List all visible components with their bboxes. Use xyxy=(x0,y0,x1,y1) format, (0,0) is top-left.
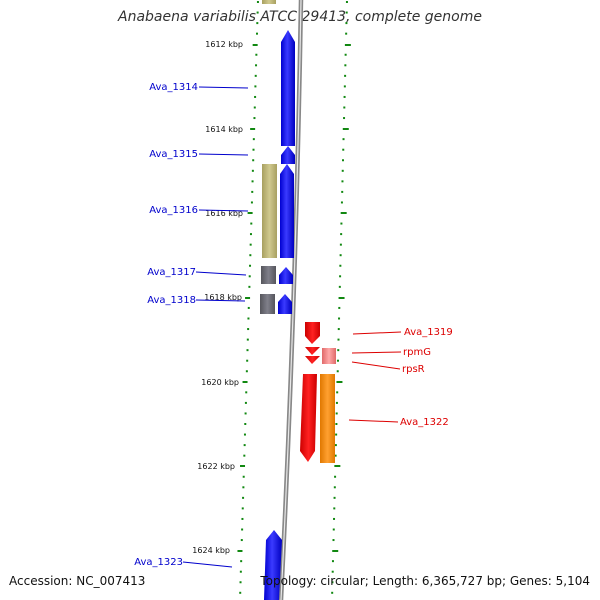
leader-ava-1315 xyxy=(198,153,249,156)
gene-ava-1322-feature[interactable] xyxy=(320,374,335,463)
leader-ava-1323 xyxy=(182,561,233,568)
gene-label-ava-1316[interactable]: Ava_1316 xyxy=(149,205,198,216)
gene-ava-1316-feature[interactable] xyxy=(262,164,277,258)
gene-rpmg-feature[interactable] xyxy=(322,348,336,364)
gene-ava-1315-arrow[interactable] xyxy=(281,146,295,164)
leader-rpmg xyxy=(351,351,402,354)
gene-label-rpsr[interactable]: rpsR xyxy=(402,364,425,375)
gene-label-ava-1318[interactable]: Ava_1318 xyxy=(147,295,196,306)
gene-label-ava-1317[interactable]: Ava_1317 xyxy=(147,267,196,278)
leader-lines xyxy=(182,86,402,568)
kbp-label-1614: 1614 kbp xyxy=(205,125,243,134)
gene-label-ava-1323[interactable]: Ava_1323 xyxy=(134,557,183,568)
kbp-scale: 1612 kbp 1614 kbp 1616 kbp 1618 kbp 1620… xyxy=(192,40,243,555)
leader-ava-1322 xyxy=(348,419,399,423)
gene-label-ava-1319[interactable]: Ava_1319 xyxy=(404,327,453,338)
leader-ava-1318 xyxy=(195,299,246,302)
leader-ava-1317 xyxy=(195,271,247,276)
topology-text: Topology: circular; Length: 6,365,727 bp… xyxy=(260,574,590,588)
kbp-label-1620: 1620 kbp xyxy=(201,378,239,387)
gene-label-ava-1314[interactable]: Ava_1314 xyxy=(149,82,198,93)
gene-ava-1316-arrow[interactable] xyxy=(280,164,294,258)
gene-ava-1317-arrow[interactable] xyxy=(279,267,293,284)
gene-rpmg-arrow[interactable] xyxy=(305,347,320,355)
gene-label-ava-1322[interactable]: Ava_1322 xyxy=(400,417,449,428)
gene-ava-1318-feature[interactable] xyxy=(260,294,275,314)
gene-label-ava-1315[interactable]: Ava_1315 xyxy=(149,149,198,160)
gene-ava-1318-arrow[interactable] xyxy=(278,294,292,314)
kbp-label-1622: 1622 kbp xyxy=(197,462,235,471)
forward-strand-features xyxy=(260,0,295,600)
leader-ava-1314 xyxy=(198,86,249,89)
accession-text: Accession: NC_007413 xyxy=(9,574,146,588)
kbp-label-1618: 1618 kbp xyxy=(204,293,242,302)
gene-ava-1314-arrow[interactable] xyxy=(281,30,295,146)
gene-labels: Ava_1314 Ava_1315 Ava_1316 Ava_1317 Ava_… xyxy=(134,82,453,568)
gene-top-khaki-feature[interactable] xyxy=(262,0,276,4)
gene-ava-1317-feature[interactable] xyxy=(261,266,276,284)
inner-tick-marks xyxy=(237,1,259,594)
gene-rpsr-arrow[interactable] xyxy=(305,356,320,364)
gene-ava-1323-arrow[interactable] xyxy=(264,530,282,600)
genome-backbone-inner xyxy=(280,0,302,600)
kbp-label-1612: 1612 kbp xyxy=(205,40,243,49)
kbp-label-1624: 1624 kbp xyxy=(192,546,230,555)
gene-label-rpmg[interactable]: rpmG xyxy=(403,347,431,358)
gene-ava-1322-arrow[interactable] xyxy=(300,374,317,462)
outer-tick-marks xyxy=(331,1,351,594)
leader-ava-1319 xyxy=(352,331,402,335)
leader-rpsr xyxy=(351,361,401,370)
reverse-strand-features xyxy=(300,322,336,463)
kbp-label-1616: 1616 kbp xyxy=(205,209,243,218)
gene-ava-1319-arrow[interactable] xyxy=(305,322,320,344)
leader-ava-1316 xyxy=(198,209,249,212)
